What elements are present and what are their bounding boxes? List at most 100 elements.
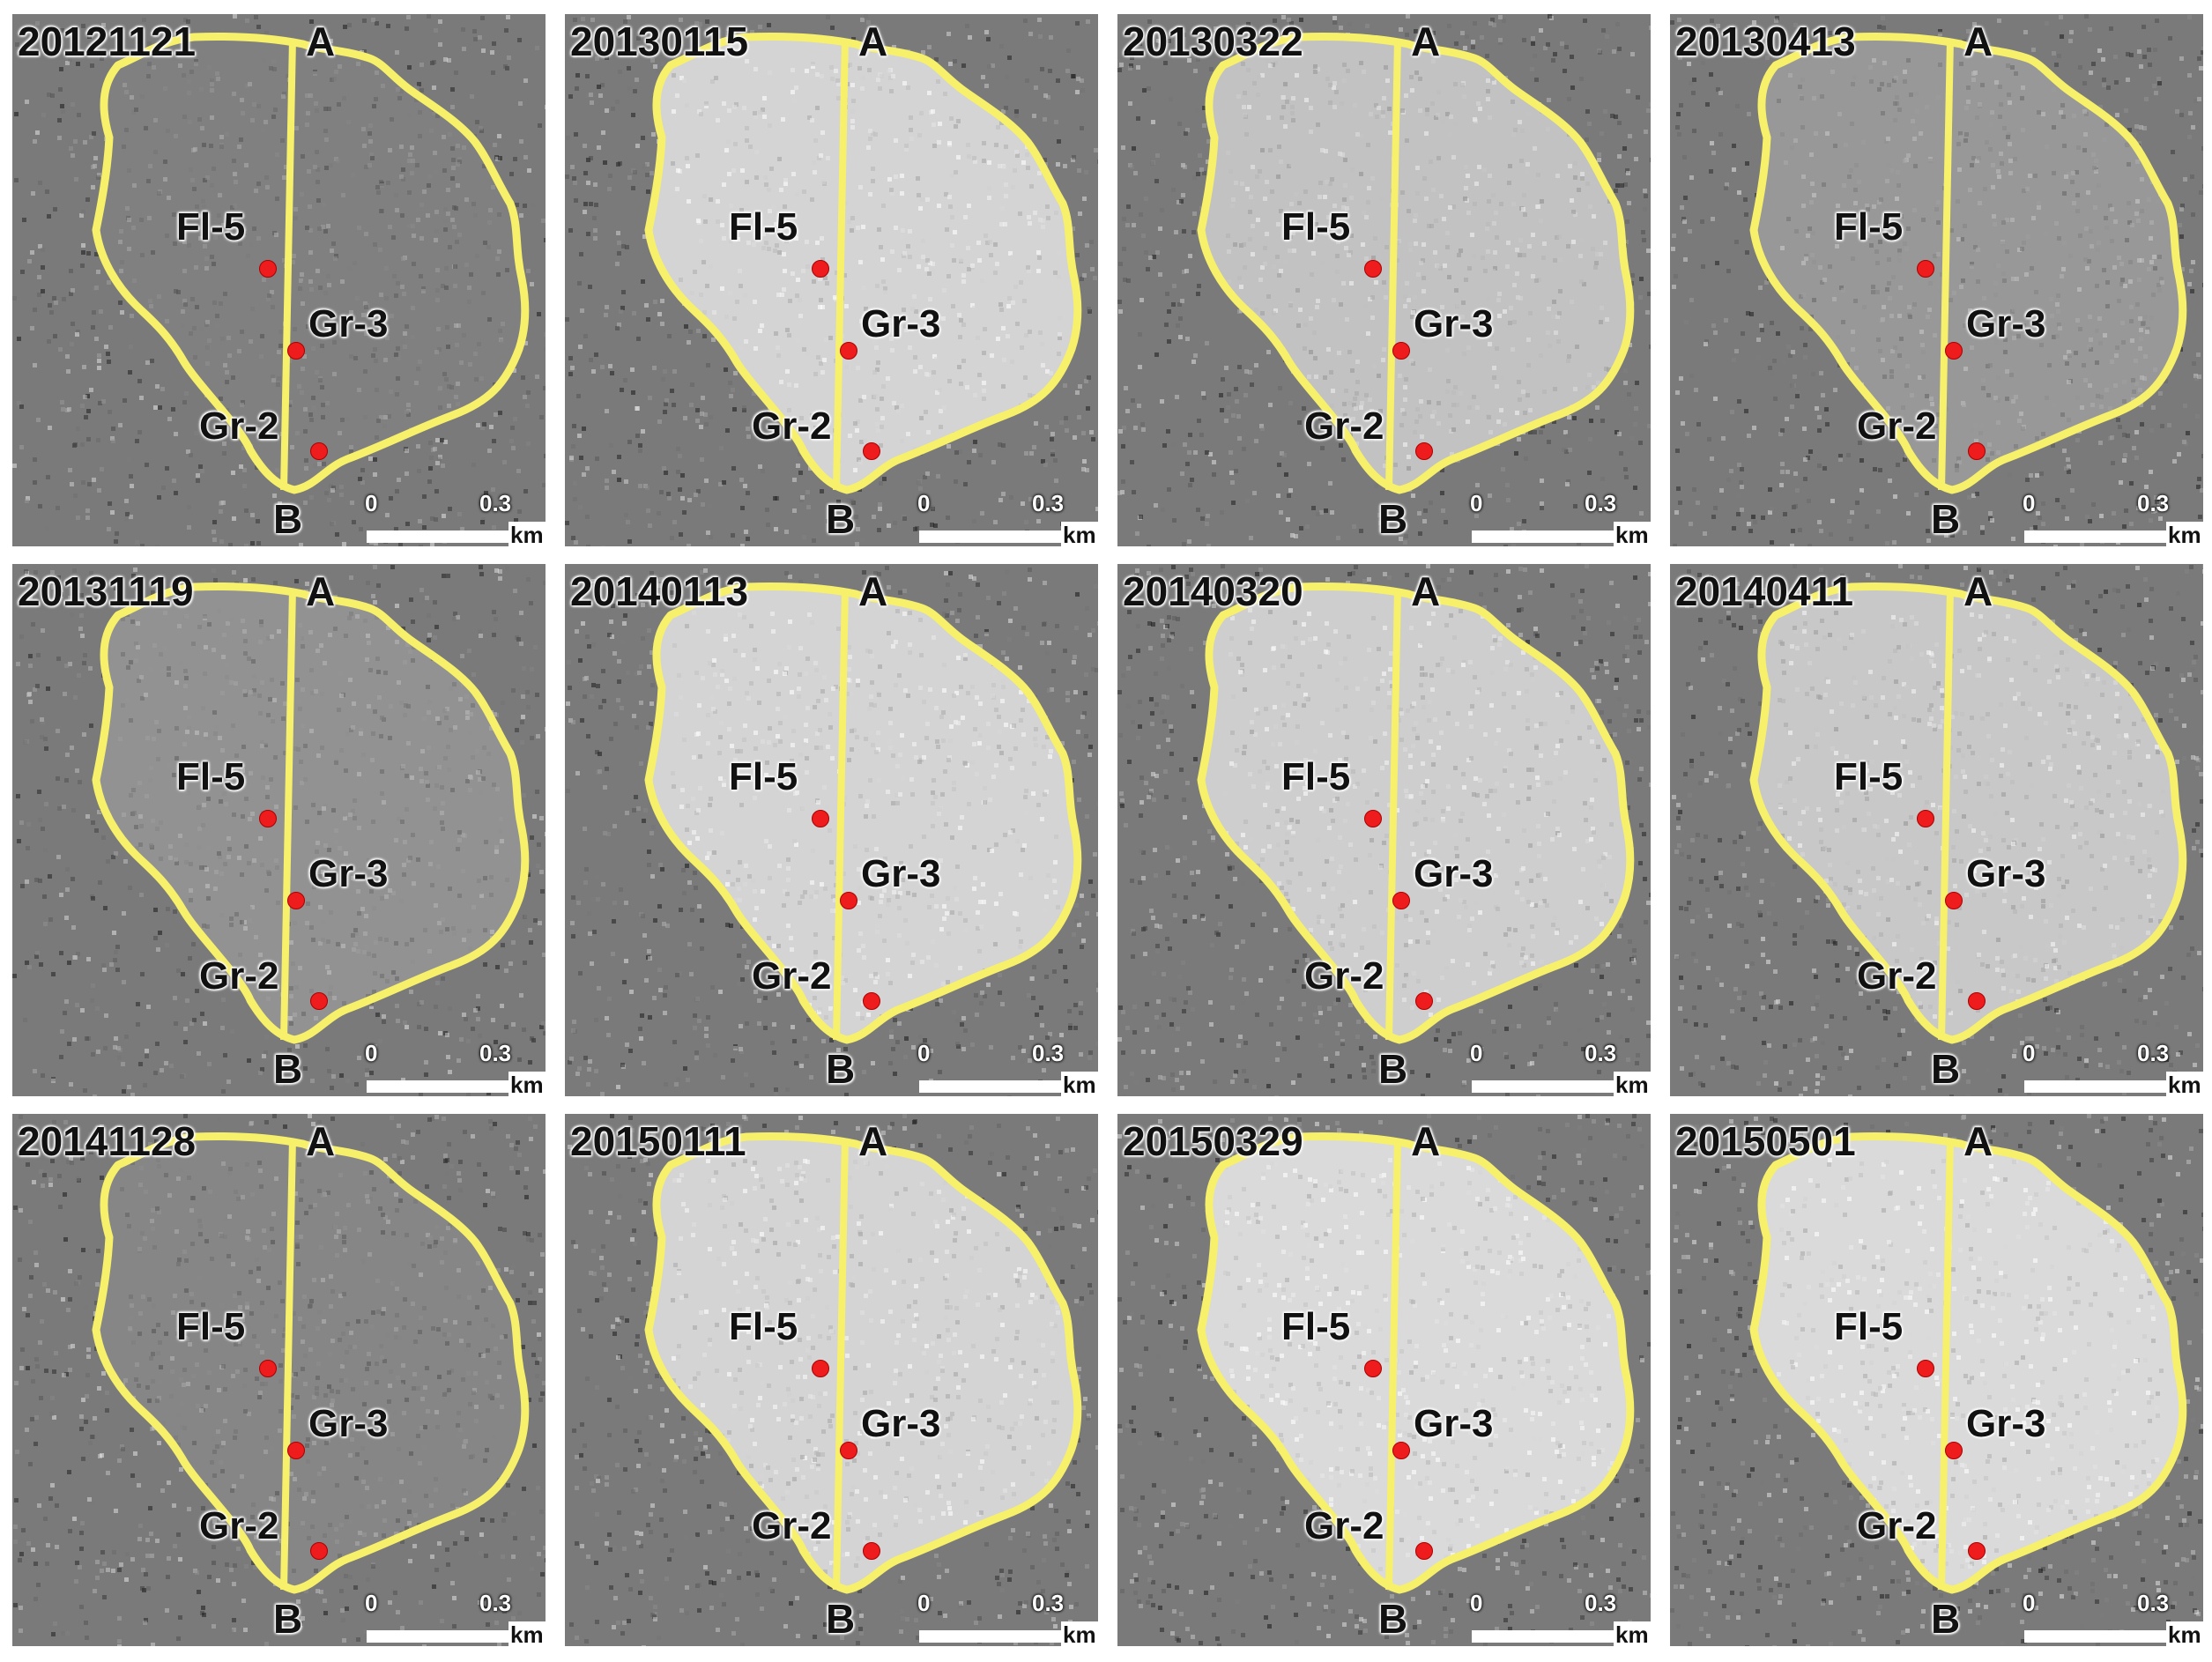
scale-unit: km bbox=[2166, 1072, 2203, 1096]
profile-end-b: B bbox=[1931, 496, 1961, 542]
acquisition-date: 20140320 bbox=[1123, 568, 1303, 614]
scale-max: 0.3 bbox=[1585, 490, 1617, 516]
sample-point-fl5 bbox=[1364, 1360, 1382, 1377]
sample-point-fl5 bbox=[1364, 810, 1382, 827]
profile-line-a-b bbox=[1938, 38, 1954, 491]
scale-bar bbox=[1472, 531, 1614, 543]
scale-bar bbox=[919, 1080, 1062, 1093]
sar-panel: 20130413 A B Fl-5 Gr-3 Gr-2 0 0.3 km bbox=[1670, 14, 2203, 546]
profile-end-a: A bbox=[306, 19, 336, 64]
scale-bar bbox=[2024, 1080, 2167, 1093]
label-gr3: Gr-3 bbox=[308, 302, 389, 345]
scale-bar bbox=[2024, 1630, 2167, 1643]
lake-outline bbox=[1197, 32, 1635, 494]
profile-end-b: B bbox=[1378, 1046, 1408, 1092]
scale-zero: 0 bbox=[2023, 490, 2036, 516]
sar-panel: 20150501 A B Fl-5 Gr-3 Gr-2 0 0.3 km bbox=[1670, 1114, 2203, 1646]
label-gr3: Gr-3 bbox=[861, 1402, 941, 1445]
label-gr2: Gr-2 bbox=[199, 1504, 279, 1547]
sample-point-gr3 bbox=[840, 1442, 857, 1459]
sample-point-fl5 bbox=[1364, 260, 1382, 278]
scale-unit: km bbox=[1061, 1072, 1098, 1096]
sample-point-gr3 bbox=[1945, 1442, 1963, 1459]
lake-outline bbox=[92, 1131, 530, 1594]
label-gr3: Gr-3 bbox=[861, 302, 941, 345]
profile-end-b: B bbox=[1378, 1596, 1408, 1642]
sample-point-gr3 bbox=[287, 892, 305, 909]
sample-point-gr2 bbox=[863, 992, 880, 1010]
lake-outline bbox=[644, 32, 1082, 494]
profile-line-a-b bbox=[833, 38, 849, 491]
sar-image bbox=[1117, 14, 1651, 546]
scale-max: 0.3 bbox=[1032, 1040, 1065, 1066]
sar-image bbox=[12, 14, 546, 546]
scale-unit: km bbox=[508, 1621, 546, 1646]
profile-line-a-b bbox=[280, 588, 296, 1041]
label-gr3: Gr-3 bbox=[861, 852, 941, 895]
sample-point-fl5 bbox=[1917, 810, 1934, 827]
sample-point-gr3 bbox=[287, 342, 305, 360]
profile-end-a: A bbox=[306, 568, 336, 614]
profile-end-b: B bbox=[1931, 1596, 1961, 1642]
lake-outline bbox=[1197, 582, 1635, 1044]
scale-unit: km bbox=[1614, 1621, 1651, 1646]
label-fl5: Fl-5 bbox=[1281, 205, 1351, 249]
sample-point-gr2 bbox=[1968, 1542, 1986, 1560]
profile-end-b: B bbox=[273, 1596, 303, 1642]
sar-image bbox=[12, 564, 546, 1096]
sar-panel: 20140411 A B Fl-5 Gr-3 Gr-2 0 0.3 km bbox=[1670, 564, 2203, 1096]
acquisition-date: 20131119 bbox=[18, 568, 194, 614]
label-gr2: Gr-2 bbox=[1857, 1504, 1937, 1547]
label-fl5: Fl-5 bbox=[1281, 755, 1351, 798]
sample-point-fl5 bbox=[812, 810, 829, 827]
lake-outline bbox=[644, 1131, 1082, 1594]
scale-bar bbox=[919, 531, 1062, 543]
profile-end-a: A bbox=[1963, 1118, 1993, 1164]
scale-max: 0.3 bbox=[1585, 1590, 1617, 1616]
sample-point-gr3 bbox=[840, 342, 857, 360]
scale-zero: 0 bbox=[2023, 1590, 2036, 1616]
scale-max: 0.3 bbox=[1032, 1590, 1065, 1616]
label-fl5: Fl-5 bbox=[729, 1305, 798, 1348]
label-gr3: Gr-3 bbox=[308, 852, 389, 895]
label-fl5: Fl-5 bbox=[1281, 1305, 1351, 1348]
sample-point-gr2 bbox=[310, 1542, 328, 1560]
scale-max: 0.3 bbox=[479, 490, 512, 516]
scale-unit: km bbox=[1061, 1621, 1098, 1646]
scale-bar bbox=[367, 531, 509, 543]
acquisition-date: 20140113 bbox=[570, 568, 749, 614]
label-fl5: Fl-5 bbox=[729, 205, 798, 249]
scale-unit: km bbox=[508, 1072, 546, 1096]
label-gr3: Gr-3 bbox=[1414, 302, 1494, 345]
lake-outline bbox=[1749, 1131, 2187, 1594]
sample-point-fl5 bbox=[259, 260, 277, 278]
scale-max: 0.3 bbox=[2137, 1040, 2170, 1066]
sar-image bbox=[1670, 564, 2203, 1096]
sar-image bbox=[1117, 1114, 1651, 1646]
sar-image bbox=[565, 564, 1098, 1096]
label-gr2: Gr-2 bbox=[752, 404, 832, 448]
sample-point-gr2 bbox=[1968, 992, 1986, 1010]
scale-max: 0.3 bbox=[479, 1040, 512, 1066]
acquisition-date: 20141128 bbox=[18, 1118, 197, 1164]
sample-point-gr2 bbox=[1415, 1542, 1433, 1560]
profile-end-a: A bbox=[858, 1118, 888, 1164]
sample-point-gr3 bbox=[1945, 342, 1963, 360]
label-gr2: Gr-2 bbox=[1857, 404, 1937, 448]
scale-max: 0.3 bbox=[2137, 490, 2170, 516]
acquisition-date: 20130322 bbox=[1123, 19, 1303, 64]
scale-zero: 0 bbox=[917, 490, 931, 516]
label-gr3: Gr-3 bbox=[1966, 852, 2046, 895]
sar-panel: 20140320 A B Fl-5 Gr-3 Gr-2 0 0.3 km bbox=[1117, 564, 1651, 1096]
sample-point-fl5 bbox=[1917, 1360, 1934, 1377]
label-gr3: Gr-3 bbox=[1966, 1402, 2046, 1445]
profile-line-a-b bbox=[1938, 1138, 1954, 1591]
scale-zero: 0 bbox=[917, 1590, 931, 1616]
scale-zero: 0 bbox=[365, 1590, 378, 1616]
profile-end-b: B bbox=[826, 496, 856, 542]
sar-image bbox=[1670, 14, 2203, 546]
label-fl5: Fl-5 bbox=[1834, 1305, 1904, 1348]
acquisition-date: 20150329 bbox=[1123, 1118, 1303, 1164]
label-gr2: Gr-2 bbox=[1304, 954, 1384, 998]
profile-end-a: A bbox=[1963, 19, 1993, 64]
